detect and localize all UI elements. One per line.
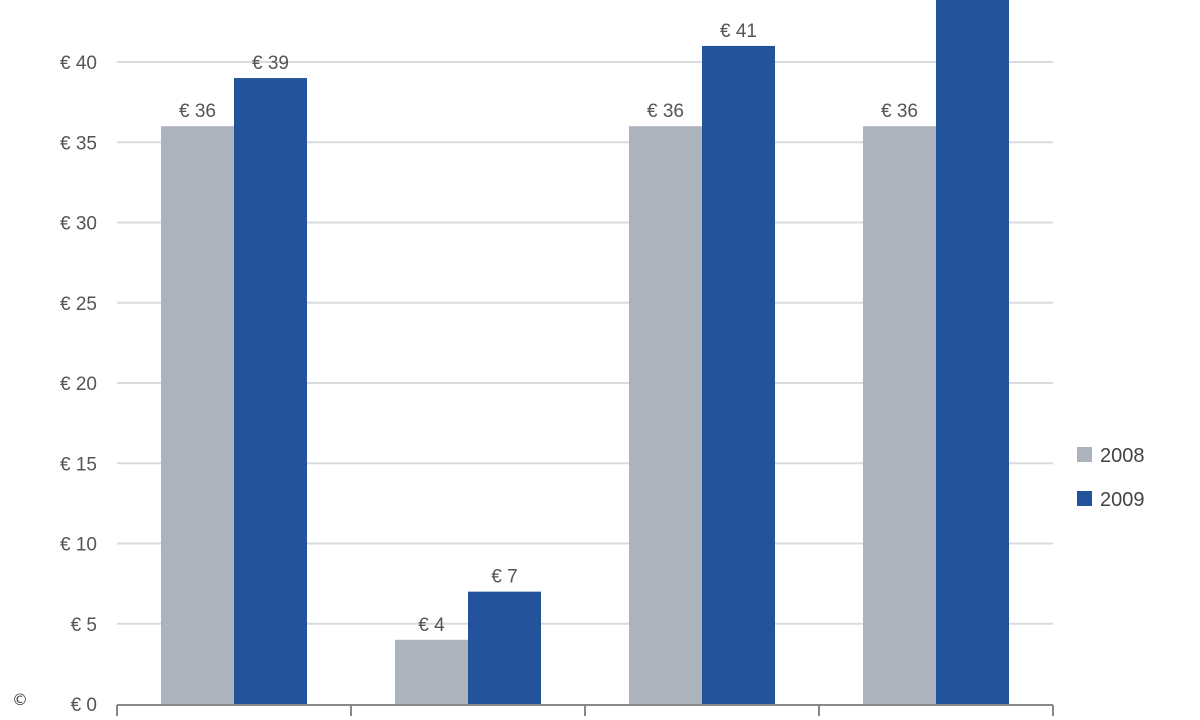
- bar-2008: [161, 126, 234, 704]
- y-tick-label: € 15: [60, 454, 97, 475]
- y-tick-label: € 5: [71, 615, 97, 636]
- data-label-2009: € 41: [720, 21, 757, 42]
- y-tick-label: € 0: [71, 695, 97, 716]
- y-tick-label: € 35: [60, 133, 97, 154]
- bar-2009: [702, 45, 775, 704]
- y-tick-label: € 20: [60, 374, 97, 395]
- y-tick-label: € 10: [60, 535, 97, 556]
- bar-2009: [936, 0, 1009, 704]
- legend-swatch-2009: [1077, 491, 1092, 506]
- bar-2008: [629, 126, 702, 704]
- legend-label-2009: 2009: [1100, 489, 1145, 511]
- legend-label-2008: 2008: [1100, 445, 1145, 467]
- legend: 2008 2009: [1077, 445, 1145, 511]
- bar-2008: [395, 639, 468, 704]
- data-label-2009: € 39: [252, 53, 289, 74]
- bar-2009: [234, 78, 307, 705]
- data-label-2008: € 36: [179, 101, 216, 122]
- y-tick-label: € 30: [60, 214, 97, 235]
- bar-2009: [468, 591, 541, 704]
- y-axis: € 0 € 5 € 10 € 15 € 20 € 25 € 30 € 35 € 40: [60, 53, 97, 716]
- y-tick-label: € 40: [60, 53, 97, 74]
- bars: [161, 0, 1009, 705]
- data-label-2009: € 7: [491, 567, 517, 588]
- data-label-2008: € 4: [418, 615, 445, 636]
- data-label-2008: € 36: [881, 101, 918, 122]
- copyright-icon: ©: [12, 690, 28, 709]
- data-labels: € 36 € 39 € 4 € 7 € 36 € 41 € 36: [179, 21, 918, 636]
- x-axis: [116, 704, 1054, 716]
- bar-2008: [863, 126, 936, 704]
- legend-swatch-2008: [1077, 447, 1092, 462]
- data-label-2008: € 36: [647, 101, 684, 122]
- y-tick-label: € 25: [60, 294, 97, 315]
